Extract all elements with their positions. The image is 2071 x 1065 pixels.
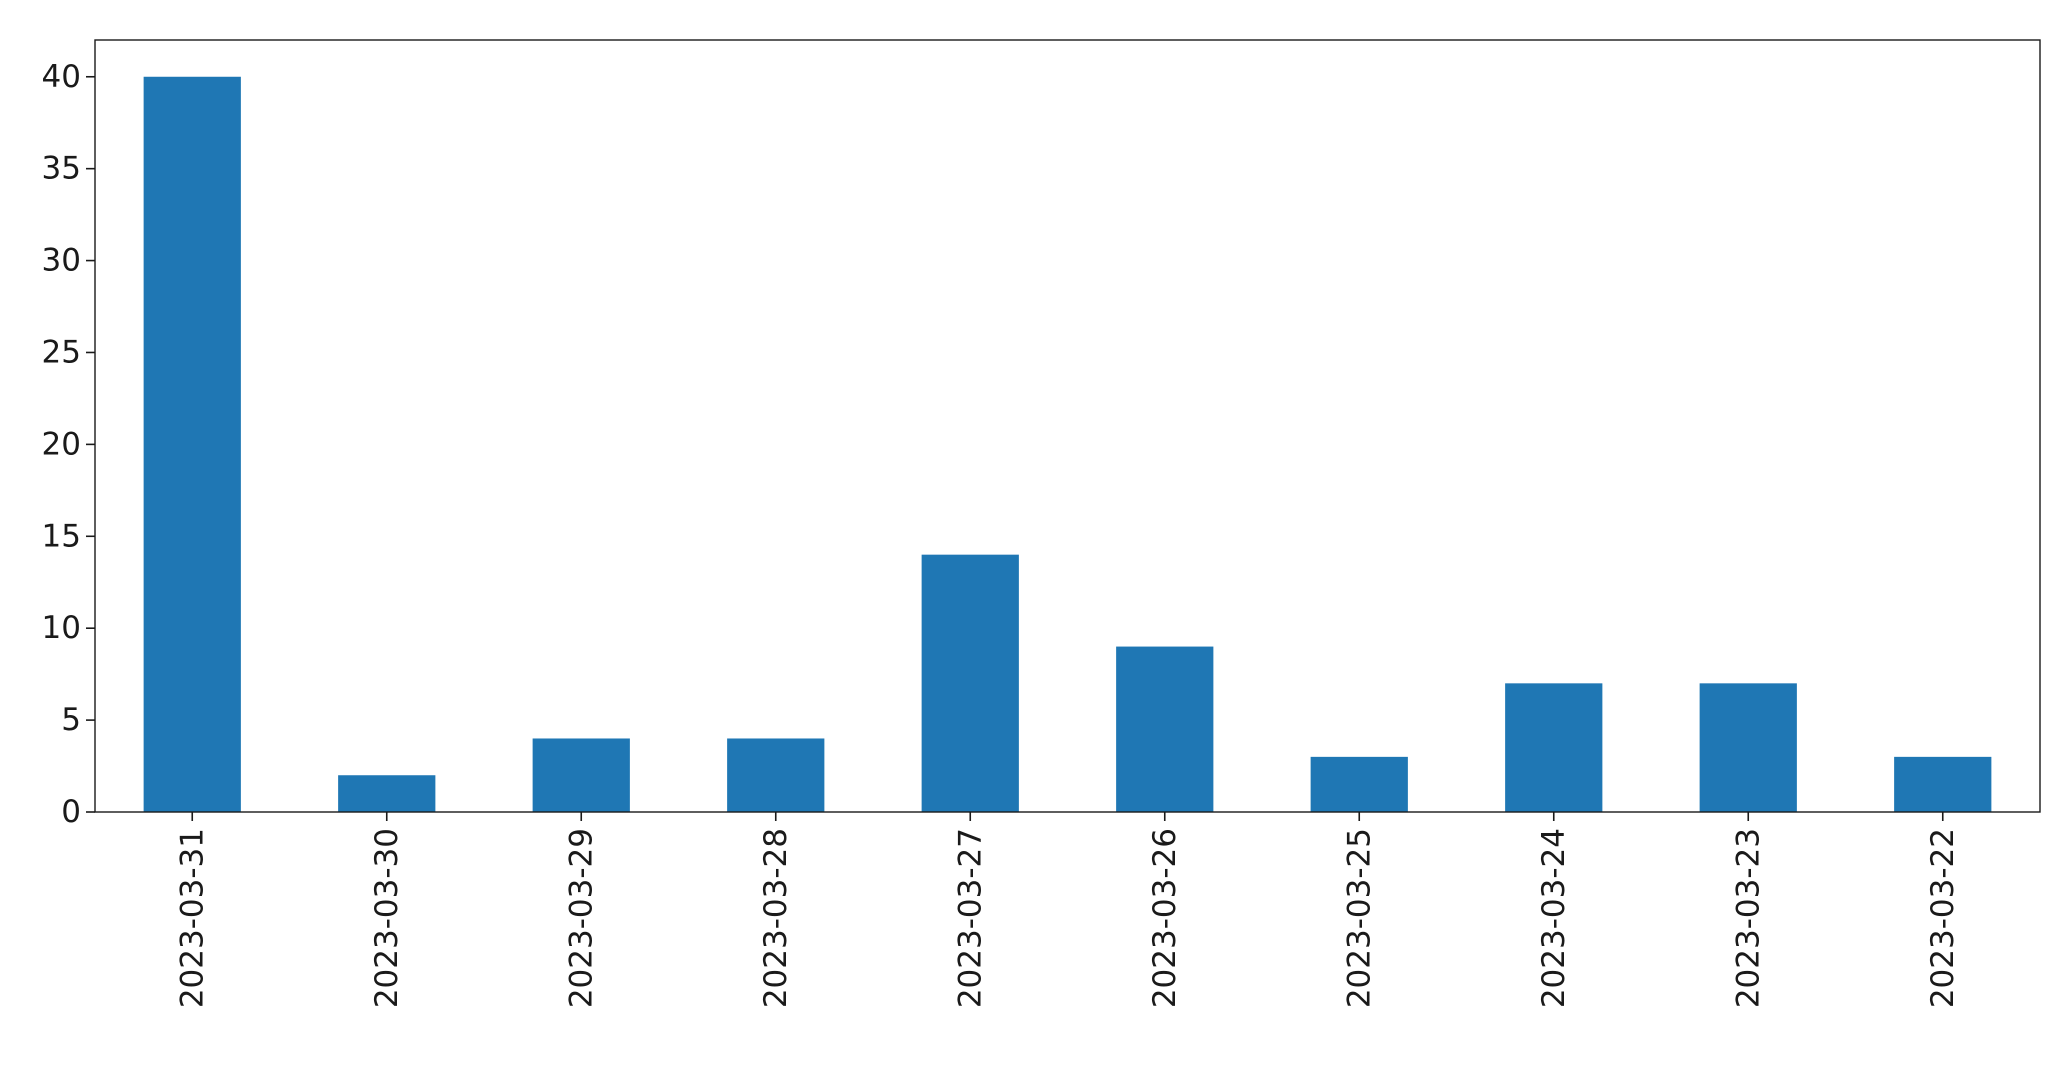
x-tick-label: 2023-03-30: [369, 828, 405, 1008]
y-tick-label: 40: [42, 59, 81, 95]
x-tick-label: 2023-03-27: [952, 828, 988, 1008]
y-tick-label: 10: [42, 610, 81, 646]
bars-group: [143, 76, 1992, 812]
x-tick-label: 2023-03-29: [563, 828, 599, 1008]
plot-frame: [94, 39, 2041, 813]
bar-2023-03-24: [1505, 683, 1603, 812]
x-tick-label: 2023-03-25: [1341, 828, 1377, 1008]
y-tick-label: 35: [42, 151, 81, 187]
bar-2023-03-22: [1894, 756, 1992, 812]
x-tick-label: 2023-03-31: [174, 828, 210, 1008]
y-tick-label: 0: [61, 794, 81, 830]
bar-2023-03-31: [143, 76, 241, 812]
x-tick-label: 2023-03-28: [758, 828, 794, 1008]
bar-2023-03-28: [727, 738, 825, 812]
bar-2023-03-27: [921, 554, 1019, 812]
x-tick-label: 2023-03-24: [1536, 828, 1572, 1008]
y-tick-label: 25: [42, 334, 81, 370]
bar-2023-03-30: [338, 775, 436, 812]
axes-frame: [94, 39, 2041, 813]
y-tick-label: 5: [61, 702, 81, 738]
bar-2023-03-29: [532, 738, 630, 812]
bar-2023-03-23: [1699, 683, 1797, 812]
bar-2023-03-25: [1310, 756, 1408, 812]
y-tick-label: 20: [42, 426, 81, 462]
bar-2023-03-26: [1116, 646, 1214, 812]
y-tick-label: 30: [42, 243, 81, 279]
x-tick-label: 2023-03-22: [1925, 828, 1961, 1008]
x-tick-label: 2023-03-26: [1147, 828, 1183, 1008]
y-axis: 0 5 10 15 20 25 30 35 40: [42, 59, 95, 830]
y-tick-label: 15: [42, 518, 81, 554]
x-tick-label: 2023-03-23: [1730, 828, 1766, 1008]
x-axis: 2023-03-31 2023-03-30 2023-03-29 2023-03-28…: [174, 812, 1961, 1008]
